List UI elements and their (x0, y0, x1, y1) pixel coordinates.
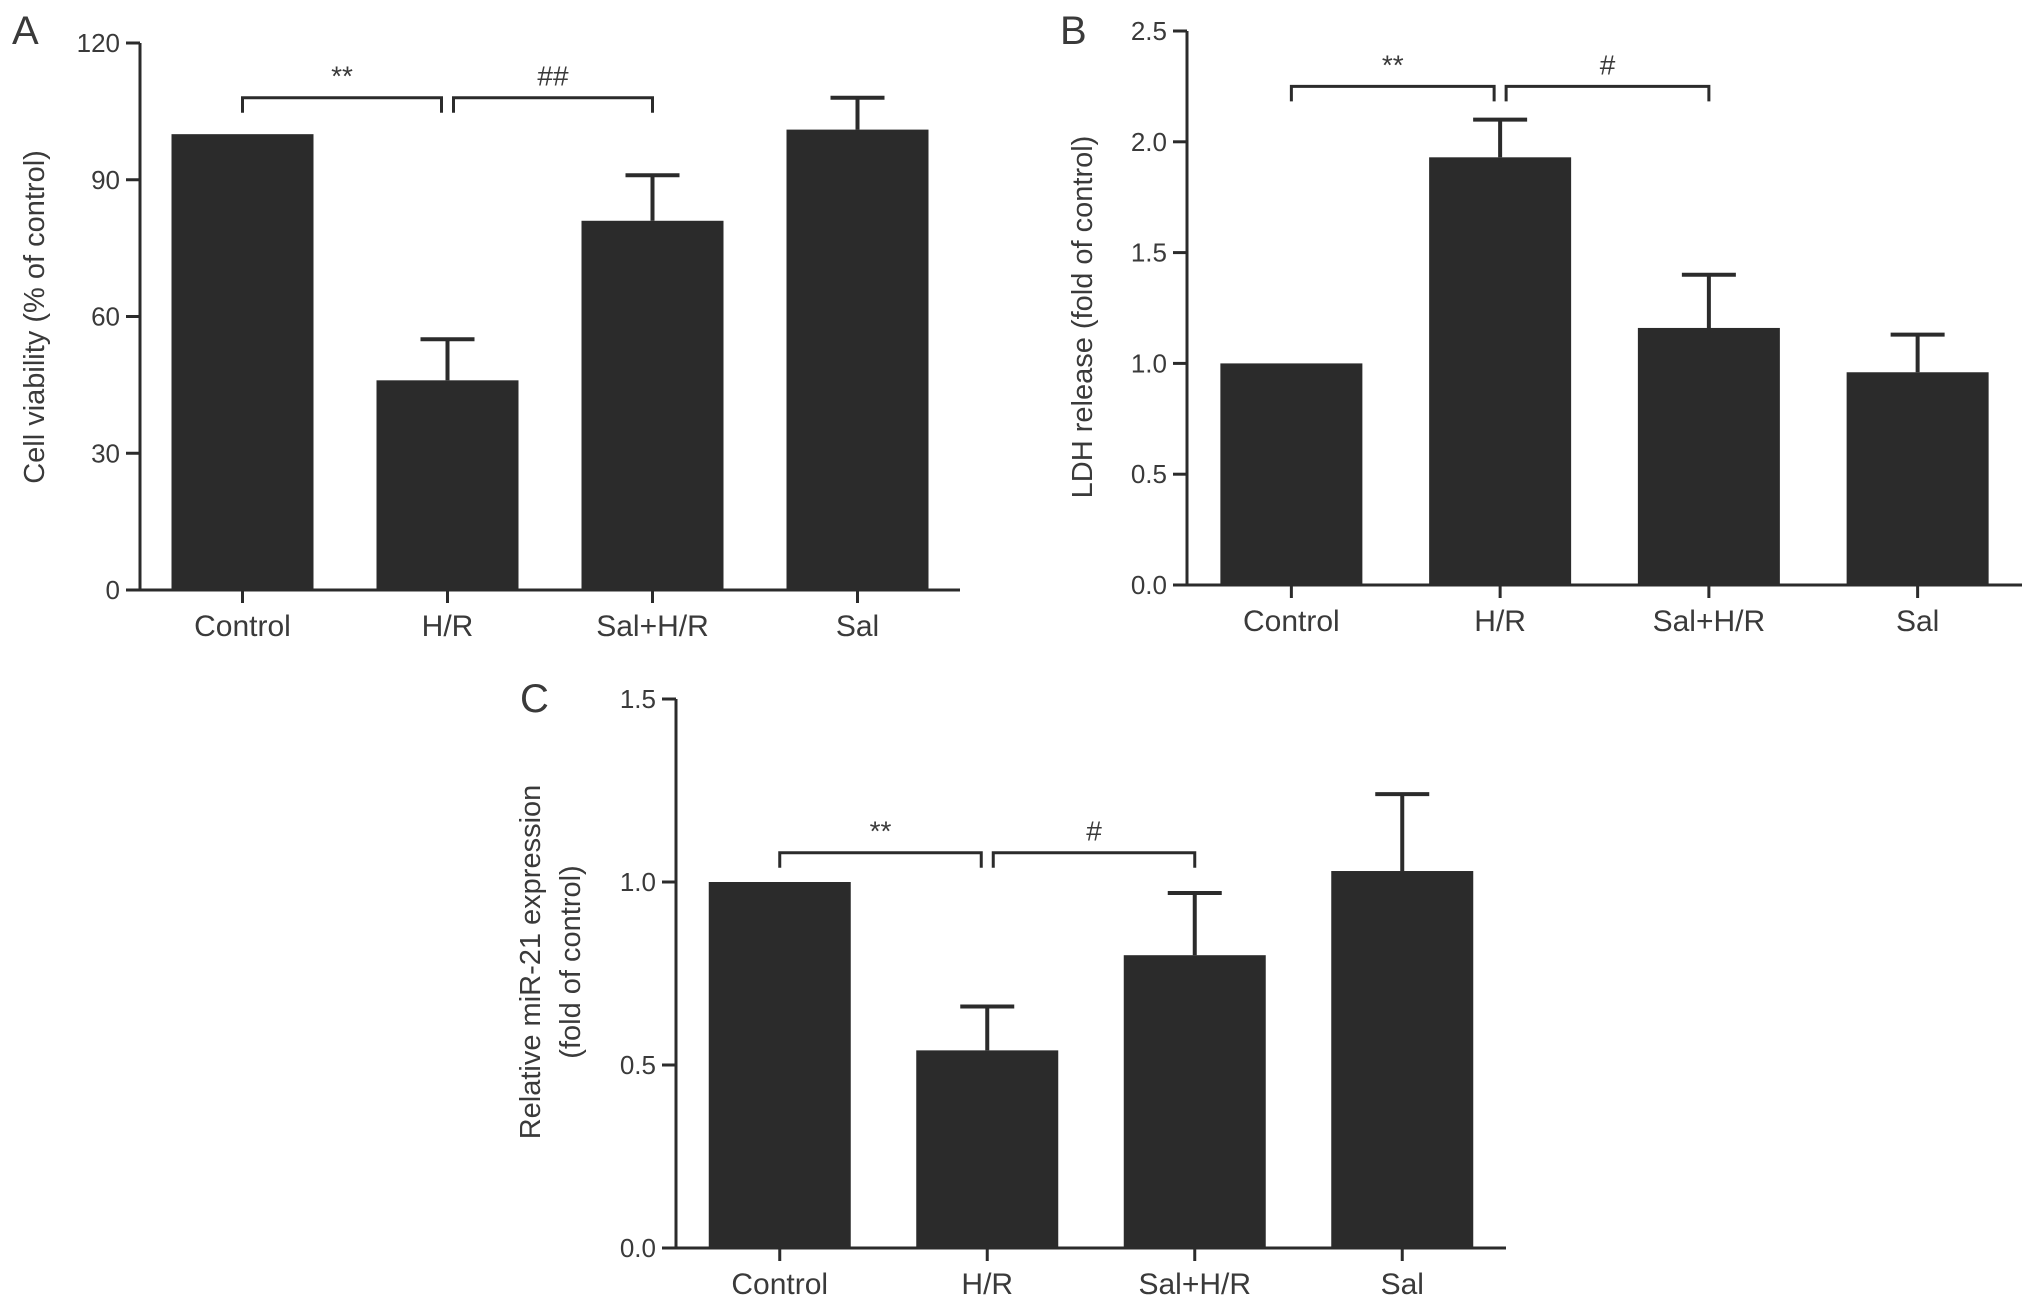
bar (581, 220, 724, 590)
y-tick-label: 0.5 (1131, 459, 1167, 489)
y-tick-label: 2.0 (1131, 127, 1167, 157)
significance-bracket (1289, 84, 1496, 102)
category-label: H/R (422, 610, 474, 643)
y-tick-label: 1.0 (620, 867, 656, 897)
y-tick-label: 0.0 (1131, 570, 1167, 600)
category-label: Control (1243, 605, 1340, 638)
y-tick-label: 1.0 (1131, 348, 1167, 378)
bar (171, 134, 314, 590)
category-label: Sal (836, 610, 879, 643)
panel-b: B LDH release (fold of control) 0.0 0.5 1.… (1060, 9, 2022, 638)
panel-c: C Relative miR-21 expression (fold of co… (515, 677, 1506, 1301)
bar (1637, 327, 1780, 585)
category-label: Sal+H/R (1653, 605, 1766, 638)
bar (1429, 157, 1572, 585)
y-tick-label: 1.5 (1131, 238, 1167, 268)
y-tick-label: 30 (91, 438, 120, 468)
category-label: Control (731, 1268, 828, 1301)
significance-label: ** (870, 816, 892, 847)
category-label: Sal (1381, 1268, 1424, 1301)
category-label: Sal+H/R (1138, 1268, 1251, 1301)
significance-bracket (1504, 84, 1711, 102)
significance-bracket (778, 851, 983, 868)
category-label: H/R (961, 1268, 1013, 1301)
y-tick-label: 1.5 (620, 684, 656, 714)
y-tick-label: 0 (106, 575, 120, 605)
plot-area: 0.0 0.5 1.0 1.5 2.0 2.5 Control H/R Sal+H/R Sal **… (1131, 16, 2022, 638)
bar (376, 380, 519, 590)
y-tick-label: 60 (91, 302, 120, 332)
y-axis-label-line-1: Relative miR-21 expression (515, 785, 547, 1140)
bar (1846, 372, 1989, 585)
y-tick-label: 2.5 (1131, 16, 1167, 46)
y-axis-label: LDH release (fold of control) (1067, 136, 1099, 499)
category-label: H/R (1474, 605, 1526, 638)
y-tick-label: 120 (77, 28, 120, 58)
y-axis-label-line-2: (fold of control) (555, 865, 587, 1058)
significance-label: ** (331, 61, 353, 92)
significance-bracket (241, 96, 443, 113)
panel-letter: A (12, 9, 39, 53)
significance-label: # (1600, 49, 1616, 80)
plot-area: 0 30 60 90 120 Control H/R Sal+H/R Sal ** ## (77, 28, 960, 643)
bar (708, 882, 851, 1248)
category-label: Sal (1896, 605, 1939, 638)
y-tick-label: 0.0 (620, 1233, 656, 1263)
y-tick-label: 90 (91, 165, 120, 195)
y-tick-label: 0.5 (620, 1050, 656, 1080)
y-axis-label: Cell viability (% of control) (19, 150, 51, 484)
category-label: Control (194, 610, 291, 643)
plot-area: 0.0 0.5 1.0 1.5 Control H/R Sal+H/R Sal ** # (620, 684, 1506, 1301)
significance-label: ** (1382, 49, 1404, 80)
bar (1123, 955, 1266, 1248)
significance-label: # (1086, 816, 1102, 847)
panel-letter: B (1060, 9, 1087, 53)
category-label: Sal+H/R (596, 610, 709, 643)
bar (916, 1050, 1059, 1248)
panel-a: A Cell viability (% of control) 0 30 60 90 1… (12, 9, 960, 643)
significance-bracket (452, 96, 654, 113)
bar (1220, 363, 1363, 585)
panel-letter: C (520, 677, 549, 721)
bar (786, 129, 929, 590)
significance-bracket (991, 851, 1197, 868)
bar (1331, 871, 1474, 1248)
significance-label: ## (537, 61, 569, 92)
